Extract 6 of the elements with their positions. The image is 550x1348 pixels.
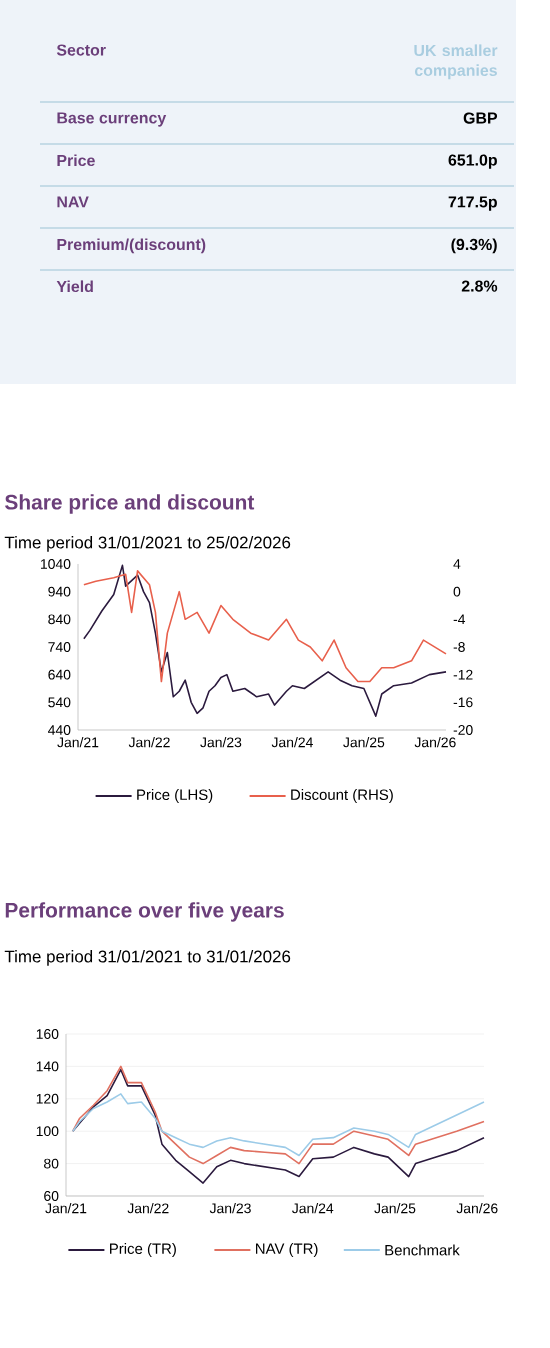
line-series xyxy=(83,570,447,683)
line-series xyxy=(71,1065,485,1165)
chart-subtitle: Time period 31/01/2021 to 25/02/2026 xyxy=(4,536,291,552)
chart-title: Performance over five years xyxy=(5,902,284,922)
chart-title: Share price and discount xyxy=(4,494,255,514)
chart-subtitle: Time period 31/01/2021 to 31/01/2026 xyxy=(4,950,291,966)
